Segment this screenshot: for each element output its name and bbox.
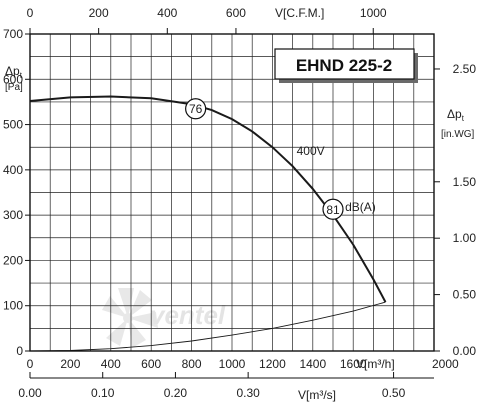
y-left-tick-label: 200: [3, 253, 23, 267]
svg-text:Δpt: Δpt: [5, 64, 23, 80]
x-primary-tick-label: 800: [182, 357, 202, 371]
db-marker-label: 81: [326, 203, 340, 217]
curves: [29, 95, 387, 352]
chart-title: EHND 225-2: [296, 56, 392, 75]
x-top-tick-label: 200: [89, 6, 109, 20]
y-right-label-sub: t: [462, 114, 465, 123]
x-primary-tick-label: 1600: [340, 357, 367, 371]
db-marker: [322, 198, 344, 220]
plot-frame: [29, 33, 435, 352]
chart-title-box: EHND 225-2: [274, 48, 418, 83]
db-marker-label: 76: [189, 102, 203, 116]
watermark: ventel: [102, 288, 226, 348]
y-left-tick-label: 700: [3, 27, 23, 41]
y-left-tick-label: 600: [3, 72, 23, 86]
y-axis-right: 0.00 0.50 1.00 1.50 2.50: [434, 62, 476, 358]
y-left-tick-label: 400: [3, 163, 23, 177]
annotation-label: dB(A): [345, 200, 376, 214]
y-left-label-sub: t: [20, 71, 23, 80]
x-primary-tick-label: 0: [27, 357, 34, 371]
y-axis-left: 0 100 200 300 400 500 600 700: [3, 27, 30, 358]
x-bottom-tick-label: 0.00: [18, 386, 42, 400]
x-top-axis-label: V[C.F.M.]: [275, 6, 324, 20]
x-primary-tick-label: 1200: [259, 357, 286, 371]
y-left-tick-label: 0: [16, 344, 23, 358]
x-primary-tick-label: 1000: [219, 357, 246, 371]
annotation-label: 400V: [297, 144, 325, 158]
x-top-tick-label: 0: [27, 6, 34, 20]
y-right-tick-label: 1.00: [453, 231, 477, 245]
x-primary-tick-label: 1400: [299, 357, 326, 371]
x-primary-tick-label: 400: [101, 357, 121, 371]
y-right-unit: [in.WG]: [441, 129, 475, 140]
x-primary-tick-label: 2000: [432, 357, 459, 371]
db-marker: [185, 98, 207, 120]
y-left-label: Δp: [5, 64, 20, 78]
x-bottom-axis-label: V[m³/s]: [298, 388, 336, 402]
x-bottom-tick-label: 0.50: [382, 386, 406, 400]
y-axis-left-title: Δpt [Pa]: [5, 64, 23, 93]
y-left-tick-label: 300: [3, 208, 23, 222]
x-axis-primary: 0 200 400 600 800 1000 1200 1400 1600 2000: [27, 357, 459, 371]
y-left-tick-label: 500: [3, 118, 23, 132]
svg-text:Δpt: Δpt: [447, 107, 465, 123]
x-primary-axis-label: V[m³/h]: [356, 357, 395, 371]
y-right-tick-label: 0.00: [453, 344, 477, 358]
y-left-unit: [Pa]: [5, 82, 23, 93]
x-bottom-tick-label: 0.10: [91, 386, 115, 400]
fan-logo-icon: [102, 288, 158, 348]
y-right-tick-label: 2.50: [453, 62, 477, 76]
fan-curve-400v: [29, 95, 387, 303]
x-top-tick-label: 1000: [360, 6, 387, 20]
y-right-tick-label: 1.50: [453, 175, 477, 189]
y-left-tick-label: 100: [3, 299, 23, 313]
x-bottom-tick-label: 0.30: [236, 386, 260, 400]
y-axis-right-title: Δpt [in.WG]: [441, 107, 475, 140]
watermark-text: ventel: [150, 300, 226, 330]
x-axis-top: 0 200 400 600 1000: [27, 6, 387, 34]
x-top-tick-label: 400: [157, 6, 177, 20]
x-primary-tick-label: 200: [60, 357, 80, 371]
x-axis-bottom: 0.00 0.10 0.20 0.30 0.50: [18, 372, 434, 400]
x-bottom-tick-label: 0.20: [164, 386, 188, 400]
y-right-label: Δp: [447, 107, 462, 121]
x-primary-tick-label: 600: [141, 357, 161, 371]
x-top-tick-label: 600: [226, 6, 246, 20]
y-right-tick-label: 0.50: [453, 288, 477, 302]
system-curve: [29, 301, 386, 352]
annotations: 76 81 dB(A) 400V: [185, 98, 376, 220]
grid: [30, 34, 434, 351]
title-box: [274, 48, 415, 80]
